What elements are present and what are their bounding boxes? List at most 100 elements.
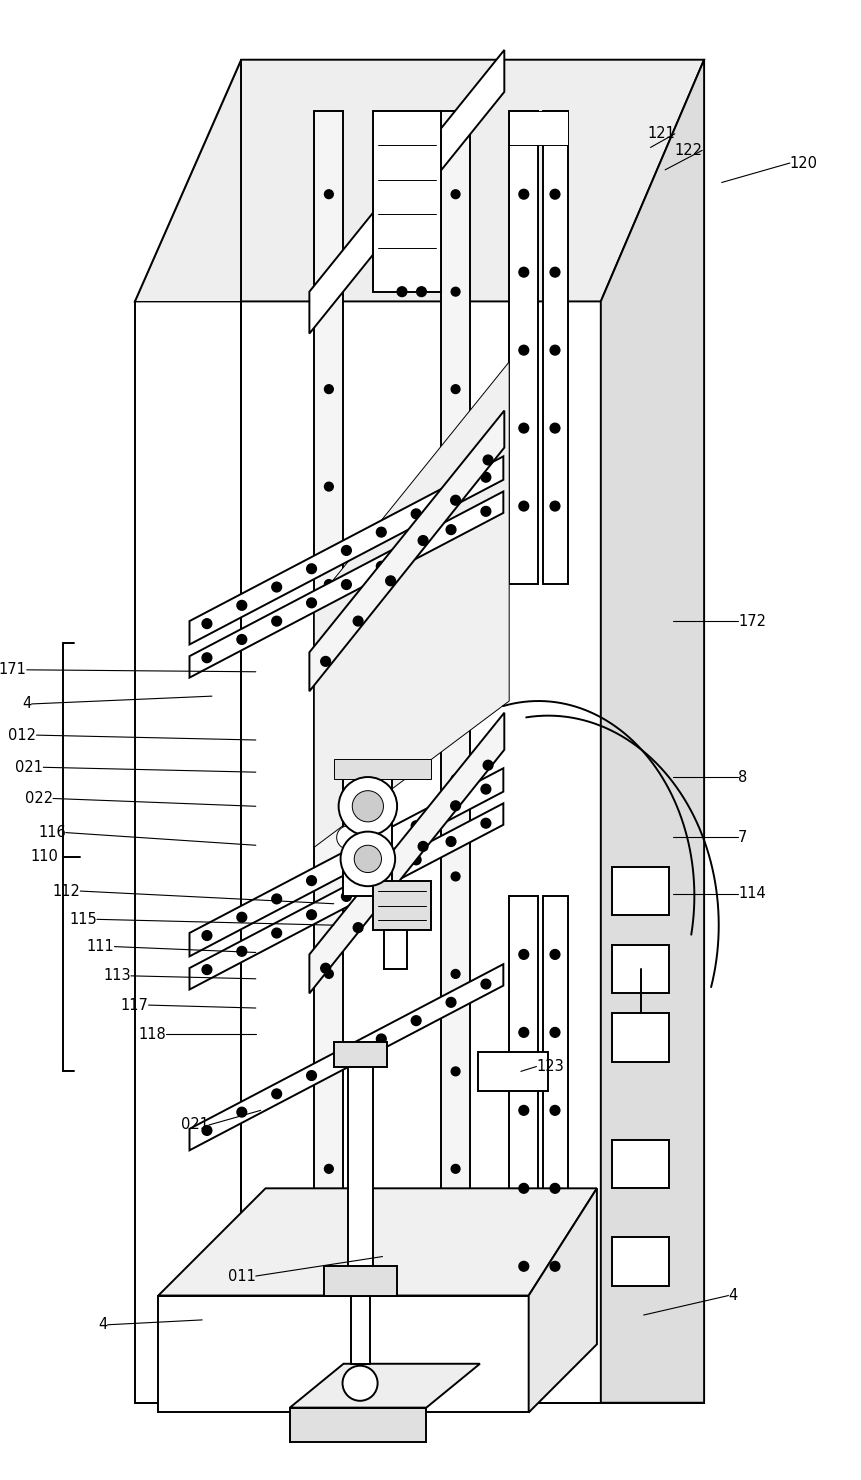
Circle shape — [324, 385, 333, 394]
Text: 8: 8 — [737, 770, 746, 784]
Circle shape — [411, 855, 420, 864]
Circle shape — [324, 1165, 333, 1174]
Circle shape — [480, 818, 490, 829]
Polygon shape — [509, 111, 567, 145]
Polygon shape — [189, 804, 503, 990]
Circle shape — [324, 872, 333, 881]
Text: 120: 120 — [789, 155, 817, 170]
Polygon shape — [600, 59, 703, 1403]
Circle shape — [237, 635, 246, 644]
Text: 118: 118 — [139, 1027, 166, 1042]
Polygon shape — [612, 1237, 668, 1286]
Polygon shape — [333, 1042, 387, 1067]
Circle shape — [450, 969, 460, 978]
Polygon shape — [612, 1140, 668, 1188]
Text: 021: 021 — [15, 759, 43, 776]
Circle shape — [307, 564, 316, 574]
Text: 116: 116 — [38, 824, 65, 841]
Text: 4: 4 — [98, 1317, 108, 1332]
Polygon shape — [343, 770, 392, 895]
Polygon shape — [372, 881, 430, 929]
Circle shape — [518, 345, 528, 355]
Polygon shape — [509, 895, 538, 1335]
Circle shape — [320, 963, 330, 972]
Polygon shape — [372, 111, 441, 292]
Circle shape — [341, 857, 351, 867]
Circle shape — [483, 761, 492, 770]
Circle shape — [376, 527, 386, 537]
Circle shape — [271, 894, 282, 904]
Circle shape — [518, 268, 528, 277]
Polygon shape — [441, 111, 469, 1373]
Circle shape — [340, 832, 394, 887]
Text: 122: 122 — [673, 144, 702, 158]
Circle shape — [201, 931, 212, 940]
Text: 172: 172 — [737, 614, 765, 629]
Polygon shape — [384, 929, 406, 969]
Circle shape — [518, 423, 528, 434]
Circle shape — [480, 506, 490, 517]
Circle shape — [376, 839, 386, 850]
Circle shape — [411, 509, 420, 518]
Polygon shape — [309, 713, 504, 993]
Circle shape — [353, 922, 362, 932]
Polygon shape — [309, 50, 504, 333]
Circle shape — [341, 580, 351, 589]
Circle shape — [338, 777, 397, 836]
Circle shape — [237, 601, 246, 610]
Text: 171: 171 — [0, 663, 27, 678]
Circle shape — [385, 882, 395, 892]
Text: 117: 117 — [121, 998, 148, 1012]
Circle shape — [450, 1262, 460, 1271]
Text: 111: 111 — [87, 940, 115, 955]
Circle shape — [450, 580, 460, 589]
Circle shape — [483, 454, 492, 465]
Circle shape — [354, 845, 381, 873]
Text: 7: 7 — [737, 830, 746, 845]
Circle shape — [549, 950, 559, 959]
Circle shape — [324, 678, 333, 685]
Circle shape — [549, 1184, 559, 1193]
Circle shape — [376, 1035, 386, 1043]
Text: 110: 110 — [30, 850, 58, 864]
Circle shape — [271, 1089, 282, 1098]
Circle shape — [446, 998, 455, 1008]
Polygon shape — [478, 1052, 548, 1091]
Circle shape — [341, 891, 351, 901]
Text: 012: 012 — [9, 728, 36, 743]
Circle shape — [446, 491, 455, 500]
Text: 114: 114 — [737, 887, 765, 901]
Polygon shape — [289, 1407, 426, 1442]
Circle shape — [549, 502, 559, 511]
Circle shape — [518, 1184, 528, 1193]
Text: 4: 4 — [728, 1288, 737, 1302]
Circle shape — [376, 873, 386, 884]
Text: 113: 113 — [103, 968, 131, 983]
Polygon shape — [612, 1012, 668, 1061]
Circle shape — [450, 482, 460, 491]
Circle shape — [353, 616, 362, 626]
Circle shape — [416, 287, 426, 296]
Polygon shape — [135, 59, 241, 302]
Circle shape — [237, 1107, 246, 1117]
Polygon shape — [189, 768, 503, 956]
Circle shape — [518, 950, 528, 959]
Circle shape — [271, 928, 282, 938]
Text: 021: 021 — [181, 1117, 208, 1132]
Polygon shape — [241, 59, 703, 1403]
Text: 022: 022 — [25, 790, 53, 807]
Circle shape — [307, 1070, 316, 1080]
Circle shape — [320, 657, 330, 666]
Circle shape — [324, 1262, 333, 1271]
Circle shape — [549, 1106, 559, 1116]
Circle shape — [337, 826, 360, 850]
Polygon shape — [289, 1363, 480, 1407]
Circle shape — [518, 502, 528, 511]
Polygon shape — [542, 895, 567, 1335]
Circle shape — [352, 790, 383, 821]
Circle shape — [549, 268, 559, 277]
Text: 115: 115 — [69, 912, 96, 926]
Polygon shape — [189, 456, 503, 644]
Circle shape — [450, 774, 460, 783]
Polygon shape — [135, 59, 703, 302]
